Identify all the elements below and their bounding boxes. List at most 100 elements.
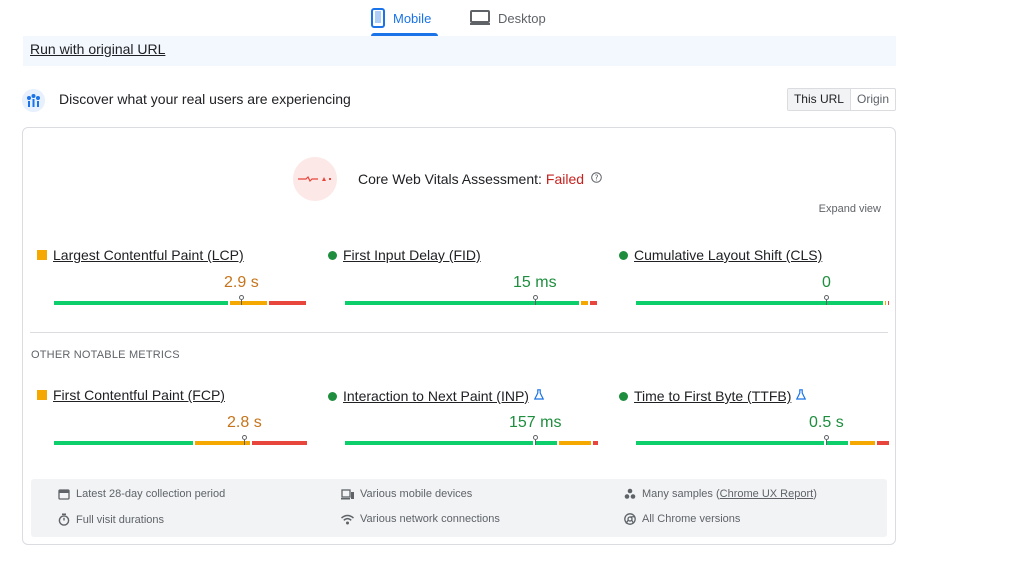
metric-1: Largest Contentful Paint (LCP) 2.9 s <box>37 247 306 311</box>
collection-period-text: Latest 28-day collection period <box>76 488 226 500</box>
distribution-segment <box>590 301 597 305</box>
distribution-segment <box>581 301 588 305</box>
p75-marker <box>239 295 244 305</box>
distribution-segment <box>559 441 591 445</box>
distribution-bar <box>54 435 307 445</box>
distribution-segment <box>535 441 557 445</box>
metric-5: Interaction to Next Paint (INP) 157 ms <box>328 387 598 451</box>
failed-icon <box>293 157 337 201</box>
tab-mobile-label: Mobile <box>393 10 432 26</box>
needs-improvement-square-icon <box>37 390 47 400</box>
metric-header: Largest Contentful Paint (LCP) <box>37 247 244 263</box>
p75-marker <box>824 435 829 445</box>
tab-mobile[interactable]: Mobile <box>371 0 438 36</box>
chrome-icon <box>624 513 636 525</box>
phone-icon <box>371 8 385 28</box>
metric-name-link[interactable]: Cumulative Layout Shift (CLS) <box>634 247 823 263</box>
metric-header: First Contentful Paint (FCP) <box>37 387 225 403</box>
distribution-segment <box>636 301 883 305</box>
metric-2: First Input Delay (FID) 15 ms <box>328 247 597 311</box>
metric-value: 157 ms <box>509 414 562 431</box>
p75-marker <box>242 435 247 445</box>
origin-button[interactable]: Origin <box>856 92 889 106</box>
devices-text: Various mobile devices <box>360 488 473 500</box>
distribution-segment <box>252 441 307 445</box>
this-url-button[interactable]: This URL <box>787 89 851 110</box>
chrome-ux-report-link[interactable]: Chrome UX Report <box>719 488 814 500</box>
chrome-versions-text: All Chrome versions <box>642 513 741 525</box>
distribution-bar <box>636 435 889 445</box>
needs-improvement-square-icon <box>37 250 47 260</box>
metric-header: First Input Delay (FID) <box>328 247 481 263</box>
samples-suffix: ) <box>813 488 817 500</box>
metric-value: 0 <box>822 274 831 291</box>
flask-icon[interactable] <box>533 387 545 405</box>
distribution-segment <box>269 301 306 305</box>
distribution-segment <box>850 441 875 445</box>
section-title: Discover what your real users are experi… <box>59 91 351 107</box>
distribution-segment <box>345 301 579 305</box>
core-web-vitals-card: Core Web Vitals Assessment: Failed ? Exp… <box>22 127 896 545</box>
redirect-banner: Run with original URL <box>23 36 896 66</box>
assessment-status: Failed <box>545 171 585 187</box>
p75-marker <box>533 295 538 305</box>
stopwatch-icon <box>58 513 70 526</box>
run-original-url-link[interactable]: Run with original URL <box>30 41 166 57</box>
good-circle-icon <box>328 250 337 260</box>
assessment-label: Core Web Vitals Assessment: <box>358 171 542 187</box>
metric-header: Time to First Byte (TTFB) <box>619 387 807 405</box>
metric-value: 2.8 s <box>227 414 262 431</box>
metric-header: Cumulative Layout Shift (CLS) <box>619 247 822 263</box>
section-divider <box>30 332 888 333</box>
good-circle-icon <box>328 391 337 401</box>
samples-icon <box>624 488 636 499</box>
distribution-segment <box>826 441 848 445</box>
distribution-segment <box>54 301 228 305</box>
metric-name-link[interactable]: Interaction to Next Paint (INP) <box>343 388 529 404</box>
metric-name-link[interactable]: Largest Contentful Paint (LCP) <box>53 247 244 263</box>
metric-name-link[interactable]: First Input Delay (FID) <box>343 247 481 263</box>
p75-marker <box>824 295 829 305</box>
other-metrics-title: OTHER NOTABLE METRICS <box>31 349 180 361</box>
metric-header: Interaction to Next Paint (INP) <box>328 387 545 405</box>
assessment-row: Core Web Vitals Assessment: Failed ? <box>293 156 602 202</box>
metric-4: First Contentful Paint (FCP) 2.8 s <box>37 387 307 451</box>
device-tabs: Mobile Desktop <box>0 0 1030 36</box>
good-circle-icon <box>619 391 628 401</box>
tab-desktop-label: Desktop <box>498 10 546 26</box>
distribution-segment <box>877 441 889 445</box>
distribution-segment <box>888 301 889 305</box>
metric-name-link[interactable]: Time to First Byte (TTFB) <box>634 388 792 404</box>
samples-prefix: Many samples ( <box>642 488 720 500</box>
distribution-bar <box>345 435 598 445</box>
tab-desktop[interactable]: Desktop <box>470 0 560 36</box>
distribution-bar <box>54 295 307 305</box>
distribution-segment <box>636 441 824 445</box>
distribution-segment <box>593 441 598 445</box>
expand-view-link[interactable]: Expand view <box>818 203 881 215</box>
chrome-versions: All Chrome versions <box>624 513 740 525</box>
collection-period: Latest 28-day collection period <box>58 488 225 500</box>
monitor-icon <box>470 10 490 26</box>
metric-3: Cumulative Layout Shift (CLS) 0 <box>619 247 889 311</box>
metric-name-link[interactable]: First Contentful Paint (FCP) <box>53 387 225 403</box>
distribution-segment <box>345 441 533 445</box>
mobile-devices: Various mobile devices <box>341 488 472 500</box>
field-data-header: Discover what your real users are experi… <box>22 86 896 114</box>
metric-6: Time to First Byte (TTFB) 0.5 s <box>619 387 889 451</box>
flask-icon[interactable] <box>796 387 807 405</box>
calendar-icon <box>58 489 70 500</box>
metric-value: 2.9 s <box>224 274 259 291</box>
distribution-segment <box>195 441 250 445</box>
data-details-panel: Latest 28-day collection period Various … <box>31 479 887 537</box>
distribution-segment <box>54 441 193 445</box>
distribution-bar <box>345 295 598 305</box>
distribution-segment <box>885 301 886 305</box>
svg-text:?: ? <box>595 173 599 182</box>
visit-durations-text: Full visit durations <box>76 513 165 526</box>
distribution-bar <box>636 295 889 305</box>
help-icon[interactable]: ? <box>591 170 602 188</box>
visit-durations: Full visit durations <box>58 513 164 526</box>
devices-icon <box>341 488 354 499</box>
network-text: Various network connections <box>360 513 500 525</box>
